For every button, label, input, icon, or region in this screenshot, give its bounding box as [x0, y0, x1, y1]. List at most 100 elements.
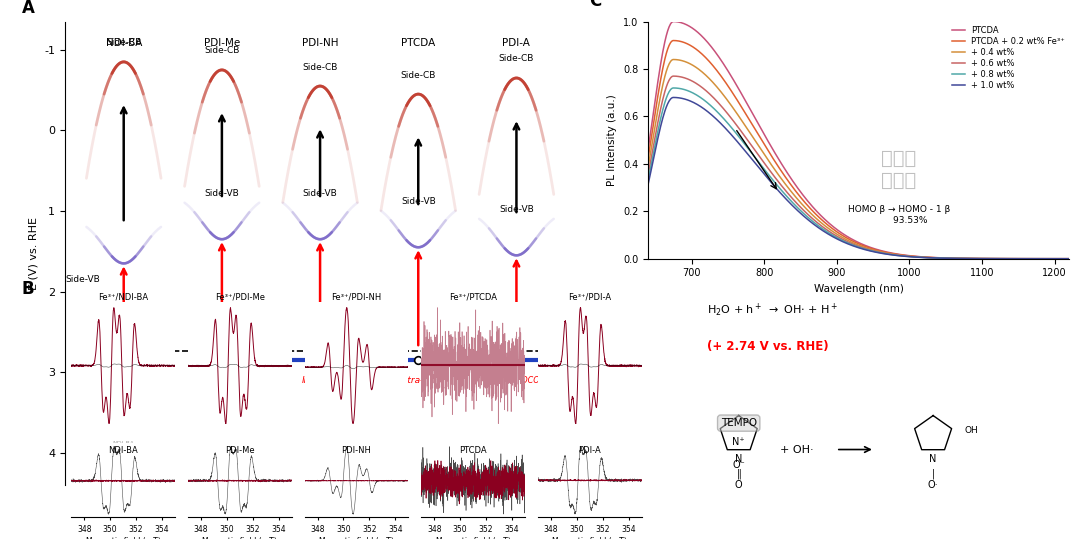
PTCDA + 0.2 wt% Fe³⁺ — [959, 255, 972, 262]
+ 1.0 wt% — [1063, 255, 1076, 262]
Text: OH·: OH· — [597, 346, 615, 356]
Line: PTCDA + 0.2 wt% Fe³⁺: PTCDA + 0.2 wt% Fe³⁺ — [648, 40, 1069, 259]
Text: A: A — [22, 0, 35, 17]
Text: |: | — [931, 469, 935, 479]
+ 0.8 wt% — [833, 236, 846, 242]
Text: (+ 2.74 V vs. RHE): (+ 2.74 V vs. RHE) — [707, 340, 829, 353]
Text: OH: OH — [964, 426, 978, 435]
+ 0.6 wt% — [890, 252, 903, 258]
+ 1.0 wt% — [717, 123, 730, 129]
+ 0.4 wt% — [642, 164, 654, 171]
+ 0.8 wt% — [666, 85, 679, 91]
Line: + 0.6 wt%: + 0.6 wt% — [648, 76, 1069, 259]
Text: N: N — [930, 454, 936, 464]
Text: NDI-BA: NDI-BA — [108, 446, 138, 454]
Text: HOMO β → HOMO - 1 β
        93.53%: HOMO β → HOMO - 1 β 93.53% — [848, 205, 950, 225]
Text: Side-CB: Side-CB — [204, 46, 240, 56]
+ 1.0 wt% — [890, 252, 903, 259]
Text: Intra-VB: Intra-VB — [204, 376, 240, 385]
X-axis label: Magnetic field (mT): Magnetic field (mT) — [85, 537, 161, 539]
Text: NDI-BA: NDI-BA — [106, 38, 141, 47]
PTCDA — [923, 254, 936, 260]
Title: Fe³⁺/PDI-Me: Fe³⁺/PDI-Me — [215, 292, 265, 301]
+ 0.4 wt% — [833, 232, 846, 239]
PTCDA — [666, 18, 679, 25]
+ 0.6 wt% — [923, 254, 936, 261]
Text: + OH·: + OH· — [780, 445, 814, 454]
Text: Side-CB: Side-CB — [401, 71, 436, 80]
Text: NDI-BA
structure: NDI-BA structure — [109, 441, 138, 452]
Text: Side-VB: Side-VB — [302, 189, 337, 198]
Title: Fe³⁺/PTCDA: Fe³⁺/PTCDA — [449, 292, 497, 301]
PTCDA — [959, 255, 972, 261]
Text: Intra-VB: Intra-VB — [400, 376, 436, 385]
X-axis label: Wavelength (nm): Wavelength (nm) — [813, 284, 904, 294]
+ 0.6 wt% — [833, 234, 846, 241]
Text: TEMPO: TEMPO — [720, 418, 757, 428]
PTCDA — [1063, 255, 1076, 262]
+ 0.4 wt% — [959, 255, 972, 262]
Text: Intra-VB: Intra-VB — [106, 376, 141, 385]
Text: PDI-NH: PDI-NH — [341, 446, 372, 454]
+ 0.8 wt% — [1063, 255, 1076, 262]
Title: Fe³⁺/PDI-A: Fe³⁺/PDI-A — [568, 292, 611, 301]
+ 1.0 wt% — [751, 162, 764, 169]
+ 0.8 wt% — [642, 177, 654, 184]
PTCDA — [751, 118, 764, 125]
Text: O⁻: O⁻ — [732, 460, 745, 469]
+ 0.4 wt% — [890, 252, 903, 258]
+ 1.0 wt% — [923, 254, 936, 261]
PTCDA + 0.2 wt% Fe³⁺ — [833, 230, 846, 237]
+ 1.0 wt% — [959, 255, 972, 262]
+ 0.4 wt% — [717, 92, 730, 98]
Text: Side-VB: Side-VB — [401, 197, 435, 206]
PTCDA + 0.2 wt% Fe³⁺ — [890, 251, 903, 258]
Text: Side-CB: Side-CB — [106, 38, 141, 47]
+ 1.0 wt% — [642, 182, 654, 188]
PTCDA — [717, 60, 730, 67]
X-axis label: Magnetic field (mT): Magnetic field (mT) — [202, 537, 278, 539]
Text: PTCDA: PTCDA — [459, 446, 487, 454]
X-axis label: Magnetic field (mT): Magnetic field (mT) — [552, 537, 627, 539]
Legend: PTCDA, PTCDA + 0.2 wt% Fe³⁺, + 0.4 wt%, + 0.6 wt%, + 0.8 wt%, + 1.0 wt%: PTCDA, PTCDA + 0.2 wt% Fe³⁺, + 0.4 wt%, … — [953, 26, 1065, 90]
Text: ⬡⬡⬡
⬡⬡⬡: ⬡⬡⬡ ⬡⬡⬡ — [881, 149, 917, 190]
Text: PDI-A: PDI-A — [502, 38, 530, 47]
Text: N⁺: N⁺ — [732, 437, 745, 447]
+ 0.4 wt% — [923, 254, 936, 261]
Text: PDI-Me: PDI-Me — [204, 38, 240, 47]
+ 0.8 wt% — [959, 255, 972, 262]
+ 0.6 wt% — [717, 105, 730, 112]
+ 0.8 wt% — [751, 157, 764, 163]
+ 0.4 wt% — [1063, 255, 1076, 262]
Line: + 1.0 wt%: + 1.0 wt% — [648, 98, 1069, 259]
+ 1.0 wt% — [666, 94, 679, 101]
Text: Side-VB: Side-VB — [499, 205, 534, 215]
Title: Fe³⁺/PDI-NH: Fe³⁺/PDI-NH — [332, 292, 381, 301]
Text: Intra-VB: Intra-VB — [302, 376, 338, 385]
X-axis label: Magnetic field (mT): Magnetic field (mT) — [435, 537, 511, 539]
+ 0.8 wt% — [923, 254, 936, 261]
PTCDA — [833, 228, 846, 234]
Text: PDI-A: PDI-A — [578, 446, 602, 454]
PTCDA + 0.2 wt% Fe³⁺ — [1063, 255, 1076, 262]
Text: C: C — [589, 0, 602, 10]
Text: N: N — [735, 454, 742, 464]
PTCDA + 0.2 wt% Fe³⁺ — [642, 156, 654, 162]
PTCDA + 0.2 wt% Fe³⁺ — [751, 129, 764, 136]
X-axis label: Magnetic field (mT): Magnetic field (mT) — [319, 537, 394, 539]
+ 1.0 wt% — [833, 237, 846, 243]
Y-axis label: PL Intensity (a.u.): PL Intensity (a.u.) — [607, 94, 618, 186]
Text: PTCDA: PTCDA — [401, 38, 435, 47]
+ 0.6 wt% — [666, 73, 679, 79]
+ 0.4 wt% — [751, 140, 764, 147]
PTCDA — [642, 147, 654, 154]
Text: Side-CB: Side-CB — [499, 54, 535, 64]
Text: O: O — [734, 480, 743, 490]
Line: PTCDA: PTCDA — [648, 22, 1069, 259]
PTCDA + 0.2 wt% Fe³⁺ — [666, 37, 679, 44]
+ 0.6 wt% — [959, 255, 972, 262]
+ 0.8 wt% — [890, 252, 903, 259]
Text: Side-VB: Side-VB — [65, 275, 99, 285]
Y-axis label: E (V) vs. RHE: E (V) vs. RHE — [28, 217, 39, 290]
PTCDA + 0.2 wt% Fe³⁺ — [923, 254, 936, 261]
